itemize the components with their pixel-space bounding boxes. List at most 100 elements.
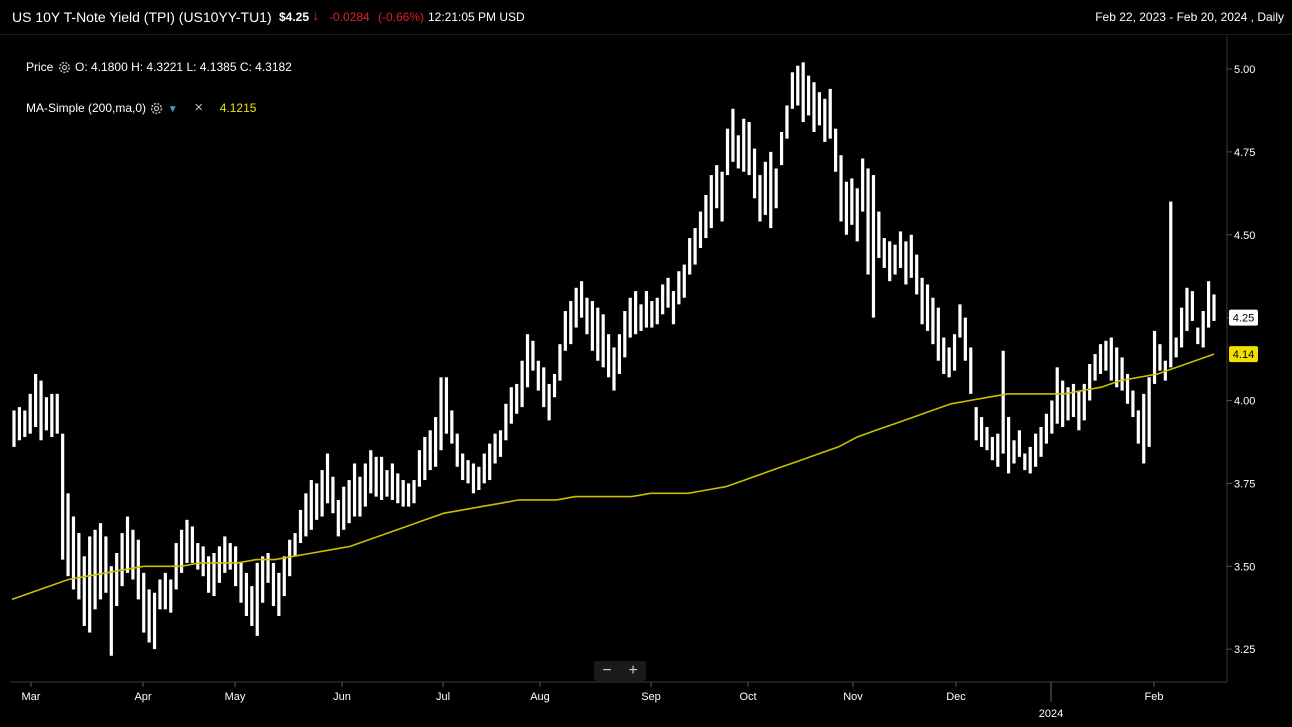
price-bar bbox=[720, 171, 724, 222]
price-bar bbox=[385, 470, 389, 497]
x-tick-label: Nov bbox=[843, 691, 863, 703]
price-bar bbox=[1206, 281, 1211, 328]
x-tick-label: Dec bbox=[946, 691, 966, 703]
price-bar bbox=[196, 543, 200, 570]
price-bar bbox=[374, 456, 378, 497]
price-bar bbox=[758, 175, 762, 222]
ma-line bbox=[11, 353, 1215, 601]
price-bar bbox=[1104, 340, 1108, 371]
ma-legend-label: MA-Simple (200,ma,0) bbox=[26, 101, 147, 115]
price-bar bbox=[390, 463, 394, 500]
price-bar bbox=[98, 523, 103, 600]
instrument-title[interactable]: US 10Y T-Note Yield (TPI) (US10YY-TU1) bbox=[12, 9, 272, 25]
price-bar bbox=[363, 463, 367, 507]
price-bar bbox=[379, 456, 384, 500]
zoom-control: − + bbox=[594, 661, 646, 681]
x-tick-label: Feb bbox=[1145, 691, 1164, 703]
price-bar bbox=[1050, 400, 1054, 434]
price-bar bbox=[882, 238, 886, 268]
price-bar bbox=[444, 377, 449, 434]
price-bar bbox=[217, 546, 222, 583]
price-bar bbox=[569, 301, 573, 345]
price-bar bbox=[682, 264, 686, 298]
price-bar bbox=[979, 417, 984, 447]
price-bar bbox=[406, 483, 411, 507]
price-bar bbox=[1158, 344, 1162, 371]
chart-header: US 10Y T-Note Yield (TPI) (US10YY-TU1) $… bbox=[0, 0, 1292, 35]
price-bar bbox=[742, 118, 746, 172]
price-bar bbox=[1039, 427, 1043, 457]
price-bar bbox=[352, 463, 357, 517]
price-bar bbox=[482, 453, 486, 484]
price-bar bbox=[163, 572, 167, 610]
price-bar bbox=[1212, 294, 1216, 321]
price-bar bbox=[1001, 350, 1005, 454]
price-bar bbox=[34, 373, 38, 428]
price-bar bbox=[244, 572, 249, 616]
price-bar bbox=[61, 433, 65, 560]
price-bar bbox=[1169, 201, 1173, 368]
price-bar bbox=[471, 463, 476, 494]
y-tick-label: 4.75 bbox=[1234, 147, 1255, 159]
price-bar bbox=[947, 347, 951, 378]
x-tick-label: Mar bbox=[22, 691, 41, 703]
price-bar bbox=[623, 311, 627, 358]
price-bar bbox=[731, 108, 735, 162]
price-bar bbox=[88, 536, 92, 633]
gear-icon[interactable] bbox=[149, 101, 164, 116]
price-bar bbox=[866, 168, 870, 275]
price-bar bbox=[125, 516, 130, 573]
price-bar bbox=[336, 499, 340, 537]
price-bar bbox=[1136, 410, 1140, 444]
x-tick-label: Apr bbox=[134, 691, 151, 703]
price-bar bbox=[552, 373, 557, 398]
price-bar bbox=[309, 480, 313, 530]
price-bar bbox=[828, 88, 832, 139]
price-bar bbox=[1185, 287, 1189, 331]
remove-indicator-button[interactable]: × bbox=[194, 99, 204, 116]
price-bar bbox=[877, 211, 881, 258]
price-bar bbox=[439, 377, 443, 451]
price-bar bbox=[1142, 393, 1146, 464]
price-bar bbox=[969, 347, 973, 394]
price-bar bbox=[131, 529, 135, 580]
price-bar bbox=[158, 579, 162, 610]
price-bar bbox=[671, 291, 676, 325]
price-bar bbox=[331, 476, 335, 514]
price-bar bbox=[936, 307, 940, 361]
y-tick-label: 4.00 bbox=[1234, 396, 1255, 408]
price-legend-label: Price bbox=[26, 60, 54, 74]
last-price-tag: 4.25 bbox=[1229, 309, 1258, 326]
gear-icon[interactable] bbox=[57, 60, 72, 75]
price-bar bbox=[958, 304, 962, 338]
price-bar bbox=[115, 552, 119, 607]
svg-text:4.25: 4.25 bbox=[1233, 313, 1254, 325]
price-bar bbox=[1147, 377, 1151, 447]
price-bar bbox=[774, 168, 778, 209]
price-bar bbox=[861, 158, 865, 212]
date-range[interactable]: Feb 22, 2023 - Feb 20, 2024 , Daily bbox=[1095, 10, 1284, 24]
price-bar bbox=[493, 433, 497, 464]
price-bar bbox=[50, 393, 54, 437]
price-bar bbox=[520, 360, 524, 408]
price-bar bbox=[1201, 311, 1205, 348]
price-bar bbox=[358, 476, 362, 517]
price-bar bbox=[725, 128, 730, 176]
price-bar bbox=[590, 301, 594, 351]
price-bar bbox=[369, 450, 373, 494]
price-bar bbox=[585, 297, 589, 335]
price-bar bbox=[547, 383, 551, 421]
price-bar bbox=[461, 453, 465, 481]
x-tick-label: Jul bbox=[436, 691, 450, 703]
price-bar bbox=[844, 181, 849, 235]
zoom-in-button[interactable]: + bbox=[628, 662, 638, 679]
y-tick-label: 3.75 bbox=[1234, 478, 1255, 490]
price-bar bbox=[1006, 417, 1011, 474]
price-bar bbox=[763, 161, 767, 215]
price-bar bbox=[212, 552, 216, 597]
zoom-out-button[interactable]: − bbox=[602, 662, 612, 679]
chevron-down-icon[interactable]: ▼ bbox=[167, 104, 178, 115]
price-bar bbox=[1131, 390, 1135, 418]
price-bar bbox=[320, 470, 324, 517]
price-bar bbox=[179, 529, 184, 573]
